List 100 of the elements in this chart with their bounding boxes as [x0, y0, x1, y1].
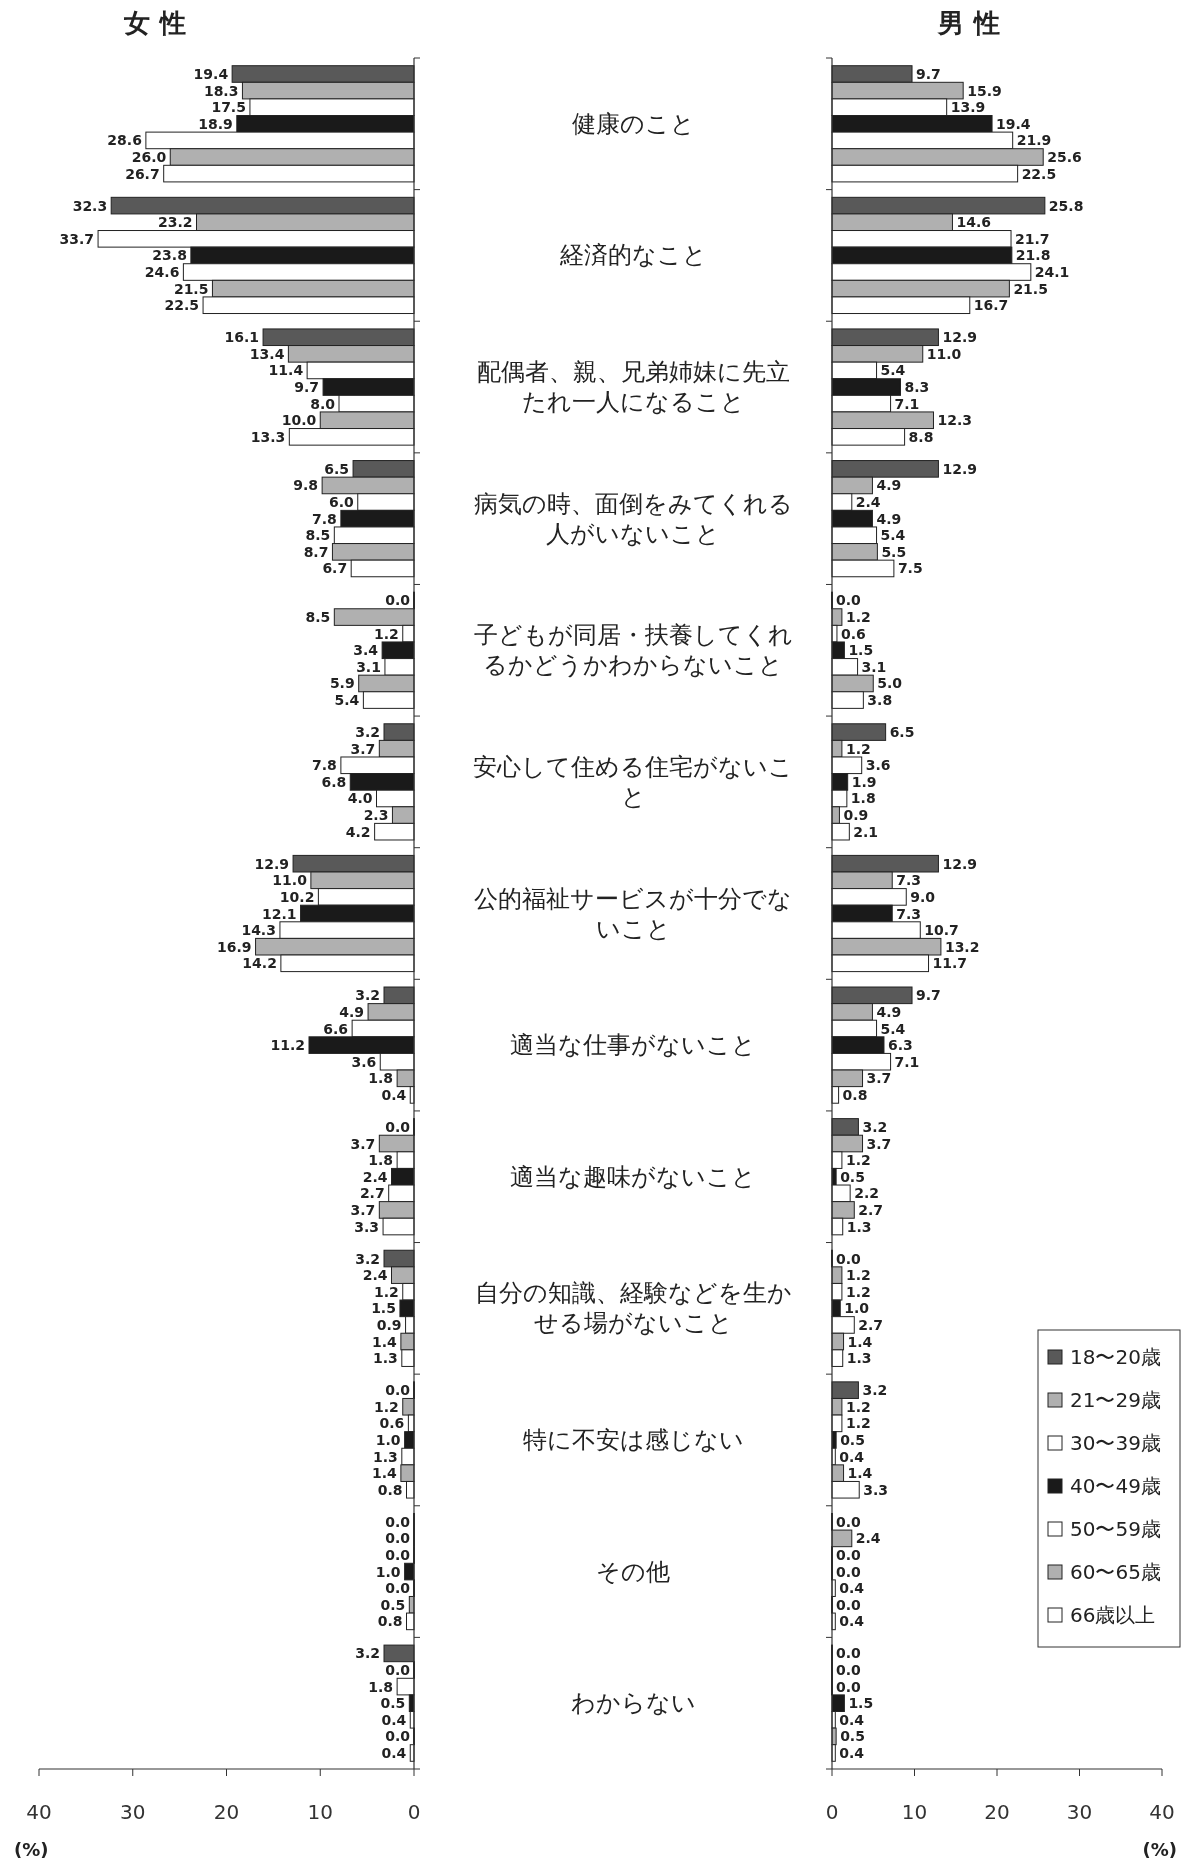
data-label: 4.9	[876, 510, 902, 527]
data-label: 9.7	[916, 987, 941, 1004]
chart-title: 女 性	[123, 8, 186, 38]
y-tick-label: 自分の知識、経験などを生かせる場がないこと	[474, 1279, 792, 1338]
data-label: 3.2	[355, 987, 380, 1004]
data-label: 8.8	[908, 428, 934, 445]
legend-label: 50〜59歳	[1070, 1517, 1161, 1541]
data-label: 24.1	[1034, 264, 1070, 281]
data-label: 12.9	[942, 329, 977, 346]
data-label: 1.2	[845, 740, 871, 757]
data-label: 1.2	[373, 1398, 399, 1415]
data-label: 7.3	[896, 872, 922, 889]
data-label: 25.6	[1047, 149, 1082, 166]
data-label: 5.4	[334, 692, 360, 709]
data-label: 1.0	[375, 1431, 401, 1448]
data-label: 8.0	[310, 395, 336, 412]
data-label: 4.9	[339, 1003, 365, 1020]
data-label: 10.0	[281, 412, 317, 429]
data-label: 1.0	[844, 1300, 870, 1317]
data-label: 1.4	[847, 1465, 873, 1482]
x-tick-label: 20	[984, 1800, 1010, 1824]
data-label: 6.3	[887, 1037, 913, 1054]
data-label: 8.3	[904, 379, 930, 396]
data-label: 12.9	[254, 855, 290, 872]
data-label: 14.3	[241, 922, 276, 939]
data-label: 6.5	[889, 724, 915, 741]
data-label: 2.1	[853, 823, 879, 840]
data-label: 1.2	[845, 1398, 871, 1415]
data-label: 25.8	[1048, 197, 1084, 214]
data-label: 3.6	[351, 1053, 377, 1070]
data-label: 15.9	[967, 82, 1002, 99]
data-label: 12.1	[262, 905, 297, 922]
data-label: 1.4	[372, 1465, 398, 1482]
data-label: 6.8	[321, 773, 347, 790]
data-label: 26.0	[131, 149, 167, 166]
data-label: 9.0	[910, 888, 936, 905]
data-label: 14.2	[242, 955, 277, 972]
data-label: 3.7	[866, 1070, 892, 1087]
data-label: 0.0	[385, 1580, 411, 1597]
data-label: 17.5	[211, 99, 246, 116]
data-label: 0.6	[840, 625, 866, 642]
data-label: 13.9	[950, 99, 986, 116]
data-label: 12.9	[942, 855, 977, 872]
data-label: 3.7	[350, 740, 376, 757]
data-label: 21.8	[1015, 247, 1051, 264]
x-tick-label: 0	[407, 1800, 421, 1824]
data-label: 0.0	[836, 1678, 862, 1695]
data-label: 9.7	[916, 66, 941, 83]
data-label: 1.2	[845, 1415, 871, 1432]
data-label: 12.9	[942, 460, 977, 477]
data-label: 16.7	[973, 297, 1009, 314]
data-label: 0.0	[385, 1530, 411, 1547]
x-tick-label: 20	[213, 1800, 240, 1824]
data-label: 8.5	[305, 527, 331, 544]
data-label: 13.3	[250, 428, 286, 445]
data-label: 1.3	[373, 1448, 398, 1465]
x-tick-label: 40	[1149, 1800, 1175, 1824]
data-label: 1.8	[368, 1070, 394, 1087]
data-label: 0.9	[843, 807, 869, 824]
x-tick-label: 10	[307, 1800, 333, 1824]
data-label: 12.3	[937, 412, 973, 429]
data-label: 5.4	[880, 1020, 906, 1037]
data-label: 0.4	[839, 1580, 865, 1597]
data-label: 0.0	[385, 1118, 411, 1135]
data-label: 26.7	[125, 165, 160, 182]
data-label: 0.0	[836, 1513, 862, 1530]
data-label: 10.7	[924, 922, 959, 939]
data-label: 0.8	[377, 1613, 403, 1630]
data-label: 7.3	[896, 905, 922, 922]
data-label: 8.5	[305, 609, 331, 626]
y-tick-label: 安心して住める住宅がないこと	[473, 752, 793, 811]
data-label: 2.3	[363, 807, 389, 824]
data-label: 2.4	[855, 1530, 881, 1547]
data-label: 0.0	[836, 1563, 862, 1580]
data-label: 3.2	[355, 1250, 380, 1267]
data-label: 1.2	[845, 1152, 871, 1169]
data-label: 16.1	[224, 329, 260, 346]
data-label: 1.9	[851, 773, 877, 790]
data-label: 2.4	[855, 494, 881, 511]
data-label: 1.0	[375, 1563, 401, 1580]
data-label: 5.4	[880, 527, 906, 544]
data-label: 18.3	[203, 82, 239, 99]
data-label: 4.0	[347, 790, 373, 807]
data-label: 0.0	[836, 1250, 862, 1267]
data-label: 23.2	[157, 214, 193, 231]
data-label: 28.6	[107, 132, 142, 149]
data-label: 0.0	[836, 1661, 862, 1678]
data-label: 3.7	[350, 1201, 376, 1218]
data-label: 21.9	[1016, 132, 1052, 149]
data-label: 0.0	[385, 1382, 411, 1399]
data-label: 22.5	[164, 297, 200, 314]
data-label: 1.3	[846, 1350, 872, 1367]
data-label: 18.9	[198, 115, 233, 132]
data-label: 2.4	[362, 1168, 388, 1185]
data-label: 1.5	[848, 642, 874, 659]
data-label: 14.6	[956, 214, 991, 231]
data-label: 0.8	[842, 1086, 868, 1103]
data-label: 21.7	[1015, 230, 1050, 247]
data-label: 21.5	[173, 280, 209, 297]
data-label: 0.0	[385, 1513, 411, 1530]
